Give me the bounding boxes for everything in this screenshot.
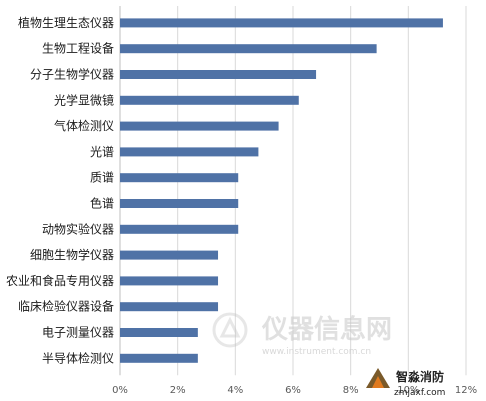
x-tick-label: 0% [112, 385, 128, 396]
bars [120, 18, 443, 363]
logo-url: zmjaxf.com [394, 388, 445, 398]
bar [120, 328, 198, 337]
category-label: 生物工程设备 [42, 41, 114, 56]
bar [120, 70, 317, 79]
category-label: 光谱 [90, 145, 114, 159]
category-label: 半导体检测仪 [42, 350, 114, 365]
bar [120, 121, 279, 131]
bar [120, 95, 299, 105]
x-tick-labels: 0% 2% 4% 6% 8% 10% 12% [112, 385, 477, 396]
category-label: 光学显微镜 [54, 92, 114, 107]
bar [120, 147, 259, 157]
category-label: 气体检测仪 [54, 118, 114, 133]
logo: 智淼消防 zmjaxf.com [366, 368, 445, 398]
watermark-text: 仪器信息网 [261, 314, 392, 345]
category-label: 电子测量仪器 [42, 326, 114, 340]
category-label: 农业和食品专用仪器 [6, 273, 114, 288]
logo-icon [366, 368, 390, 388]
logo-name: 智淼消防 [395, 369, 444, 384]
category-labels: 植物生理生态仪器生物工程设备分子生物学仪器光学显微镜气体检测仪光谱质谱色谱动物实… [6, 15, 114, 365]
bar [120, 250, 219, 260]
x-tick-label: 6% [285, 385, 301, 396]
bar [120, 44, 377, 54]
bar [120, 173, 239, 183]
x-tick-label: 8% [343, 385, 359, 396]
bar [120, 224, 239, 234]
category-label: 植物生理生态仪器 [18, 15, 114, 30]
watermark: 仪器信息网 www.instrument.com.cn [212, 312, 392, 357]
bar [120, 199, 239, 208]
category-label: 细胞生物学仪器 [30, 247, 114, 262]
gridlines [119, 6, 467, 376]
x-tick-label: 2% [170, 385, 186, 396]
x-tick-label: 12% [455, 385, 477, 396]
bar [120, 353, 198, 363]
category-label: 动物实验仪器 [42, 221, 114, 236]
bar [120, 276, 219, 286]
category-label: 色谱 [90, 197, 114, 211]
category-label: 分子生物学仪器 [30, 67, 114, 82]
x-tick-label: 4% [227, 385, 243, 396]
x-tick-label: 10% [397, 385, 419, 396]
bar [120, 302, 219, 312]
watermark-url: www.instrument.com.cn [262, 347, 371, 357]
category-label: 临床检验仪器设备 [18, 299, 114, 314]
watermark-emblem [212, 312, 248, 348]
bar [120, 18, 443, 28]
category-label: 质谱 [90, 171, 114, 185]
